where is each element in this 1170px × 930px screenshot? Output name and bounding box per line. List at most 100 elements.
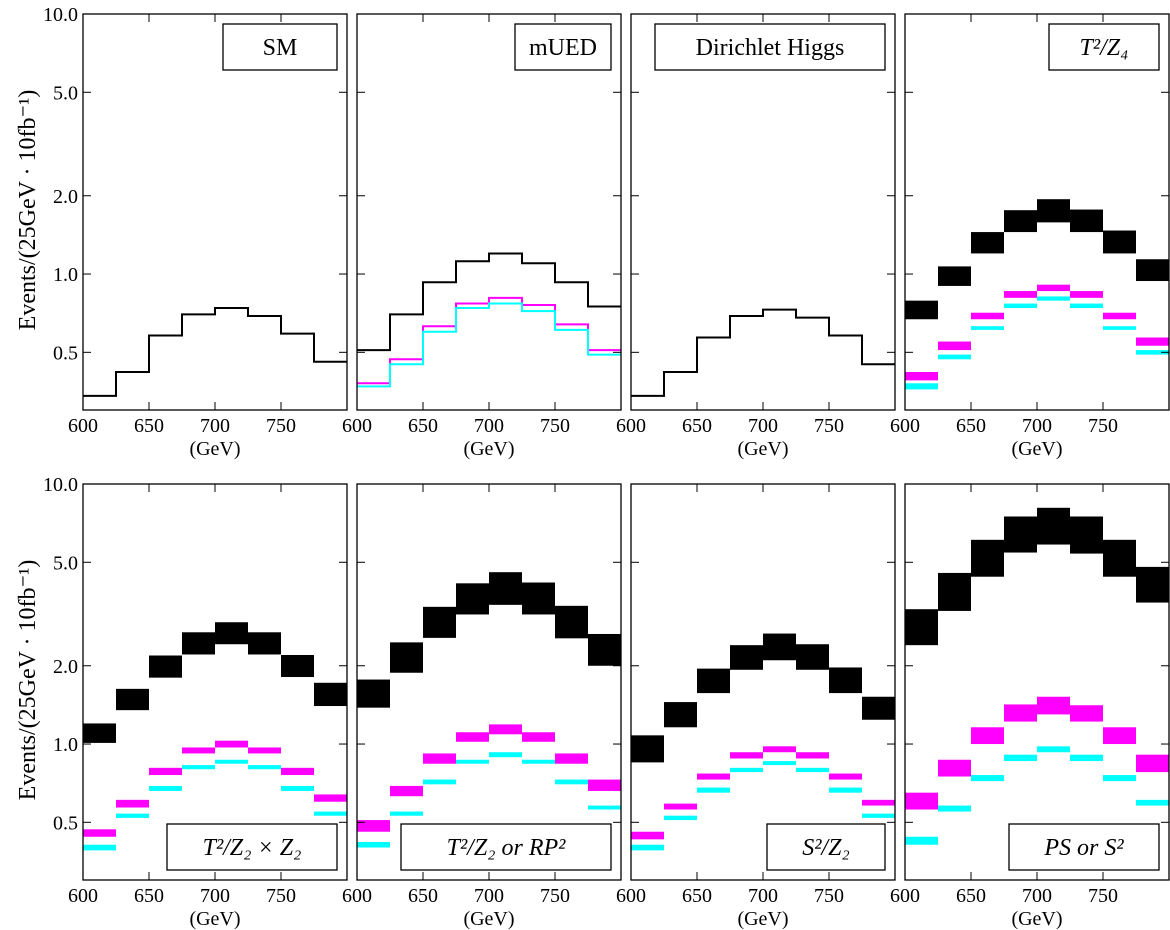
total-band-bar xyxy=(83,723,116,743)
magenta-band-bar xyxy=(1070,291,1103,298)
total-band-bar xyxy=(763,633,796,661)
y-tick-label: 2.0 xyxy=(53,186,78,208)
magenta-band-bar xyxy=(664,803,697,810)
model-label: T²/Z₂ × Z₂ xyxy=(203,835,302,861)
cyan-band-bar xyxy=(1037,296,1070,301)
cyan-band-bar xyxy=(281,785,314,791)
total-band-bar xyxy=(862,696,895,720)
x-tick-label: 700 xyxy=(200,885,230,907)
magenta-band-bar xyxy=(182,747,215,754)
magenta-band-bar xyxy=(697,773,730,780)
total-band-bar xyxy=(1037,507,1070,545)
y-tick-label: 10.0 xyxy=(43,474,78,496)
panel-frame xyxy=(356,483,622,881)
x-tick-label: 700 xyxy=(1022,415,1052,437)
magenta-band-bar xyxy=(489,724,522,735)
cyan-band-bar xyxy=(390,811,423,816)
x-unit-label: (GeV) xyxy=(189,908,240,930)
panel-6: 600 650 700 750 (GeV) T²/Z₂ or RP² xyxy=(342,483,622,930)
magenta-band-bar xyxy=(588,779,621,791)
x-tick-label: 600 xyxy=(890,415,920,437)
cyan-band-bar xyxy=(588,805,621,810)
cyan-band-bar xyxy=(489,752,522,758)
magenta-histogram-line xyxy=(357,296,621,385)
magenta-band-bar xyxy=(971,312,1004,320)
cyan-band-bar xyxy=(423,779,456,785)
panel-2: 600 650 700 750 (GeV) mUED xyxy=(342,13,622,460)
model-label: Dirichlet Higgs xyxy=(696,35,845,61)
plot-area xyxy=(905,199,1169,390)
model-label: SM xyxy=(263,35,298,61)
total-band-bar xyxy=(182,632,215,655)
x-tick-label: 650 xyxy=(682,885,712,907)
cyan-band-bar xyxy=(456,759,489,764)
total-band-bar xyxy=(390,642,423,673)
plot-area xyxy=(631,633,895,851)
x-tick-label: 650 xyxy=(408,415,438,437)
magenta-band-bar xyxy=(456,732,489,742)
model-label: mUED xyxy=(529,35,597,61)
total-band-bar xyxy=(248,632,281,655)
panel-8: 600 650 700 750 (GeV) PS or S² xyxy=(890,483,1170,930)
cyan-band-bar xyxy=(631,844,664,851)
total-histogram-line xyxy=(83,307,347,397)
total-band-bar xyxy=(1004,210,1037,233)
cyan-band-bar xyxy=(149,785,182,791)
magenta-band-bar xyxy=(149,767,182,776)
magenta-band-bar xyxy=(1037,696,1070,715)
y-axis-label-top: Events/(25GeV · 10fb⁻¹) xyxy=(15,90,41,331)
x-tick-label: 700 xyxy=(1022,885,1052,907)
x-tick-label: 650 xyxy=(682,415,712,437)
x-unit-label: (GeV) xyxy=(737,438,788,460)
x-tick-label: 750 xyxy=(814,885,844,907)
x-unit-label: (GeV) xyxy=(463,438,514,460)
magenta-band-bar xyxy=(1004,291,1037,298)
x-tick-label: 650 xyxy=(956,885,986,907)
total-band-bar xyxy=(938,266,971,286)
plot-area xyxy=(357,572,621,848)
model-label-box xyxy=(166,823,338,871)
total-band-bar xyxy=(215,622,248,645)
cyan-band-bar xyxy=(555,779,588,785)
magenta-band-bar xyxy=(555,753,588,764)
magenta-band-bar xyxy=(423,753,456,764)
cyan-band-bar xyxy=(1004,303,1037,309)
magenta-band-bar xyxy=(248,747,281,754)
magenta-band-bar xyxy=(522,732,555,742)
model-label-box xyxy=(400,823,612,871)
x-tick-label: 650 xyxy=(134,885,164,907)
total-band-bar xyxy=(456,583,489,615)
x-unit-label: (GeV) xyxy=(463,908,514,930)
x-tick-label: 700 xyxy=(748,415,778,437)
total-histogram-line xyxy=(631,308,895,397)
magenta-band-bar xyxy=(938,341,971,351)
cyan-band-bar xyxy=(938,805,971,812)
magenta-band-bar xyxy=(281,767,314,776)
x-tick-label: 600 xyxy=(890,885,920,907)
x-tick-label: 750 xyxy=(266,415,296,437)
magenta-band-bar xyxy=(905,372,938,381)
total-band-bar xyxy=(281,654,314,678)
total-band-bar xyxy=(905,300,938,320)
model-label-box xyxy=(766,823,886,871)
magenta-band-bar xyxy=(631,831,664,840)
y-tick-label: 1.0 xyxy=(53,264,78,286)
x-tick-label: 750 xyxy=(540,885,570,907)
magenta-band-bar xyxy=(215,740,248,748)
magenta-band-bar xyxy=(390,785,423,797)
y-tick-label: 5.0 xyxy=(53,82,78,104)
model-label: T²/Z₂ or RP² xyxy=(447,835,567,861)
total-band-bar xyxy=(829,667,862,694)
y-tick-label: 10.0 xyxy=(43,4,78,26)
total-band-bar xyxy=(697,668,730,694)
y-tick-label: 0.5 xyxy=(53,812,78,834)
x-tick-label: 650 xyxy=(956,415,986,437)
x-tick-label: 600 xyxy=(342,415,372,437)
total-band-bar xyxy=(588,633,621,666)
panel-frame xyxy=(630,13,896,411)
cyan-band-bar xyxy=(83,844,116,851)
x-tick-label: 750 xyxy=(540,415,570,437)
total-band-bar xyxy=(938,572,971,611)
total-band-bar xyxy=(1070,209,1103,233)
total-histogram-line xyxy=(357,252,621,352)
